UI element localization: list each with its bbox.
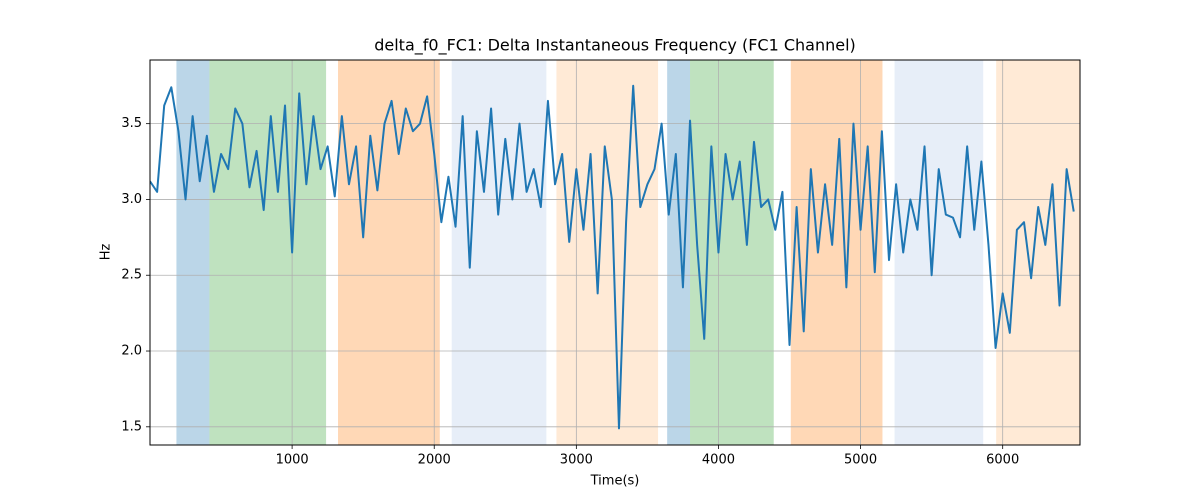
x-tick-label: 4000 [702,453,735,468]
shaded-span [667,60,691,445]
shaded-span [338,60,440,445]
shaded-span [556,60,659,445]
y-tick-label: 2.5 [121,268,142,283]
shaded-span [209,60,327,445]
shaded-span [894,60,984,445]
shaded-span [996,60,1080,445]
shaded-span [451,60,547,445]
y-tick-label: 1.5 [121,419,142,434]
x-tick-label: 5000 [844,453,877,468]
chart-title: delta_f0_FC1: Delta Instantaneous Freque… [374,36,856,56]
x-tick-label: 6000 [986,453,1019,468]
y-tick-label: 3.5 [121,116,142,131]
x-axis-label: Time(s) [590,474,640,489]
shaded-span [790,60,883,445]
y-tick-label: 3.0 [121,192,142,207]
x-tick-label: 1000 [276,453,309,468]
x-tick-label: 2000 [418,453,451,468]
x-tick-label: 3000 [560,453,593,468]
y-axis-label: Hz [99,244,114,261]
shaded-span [690,60,774,445]
data-line [150,84,1075,430]
y-tick-label: 2.0 [121,344,142,359]
plot-frame [149,59,1081,446]
